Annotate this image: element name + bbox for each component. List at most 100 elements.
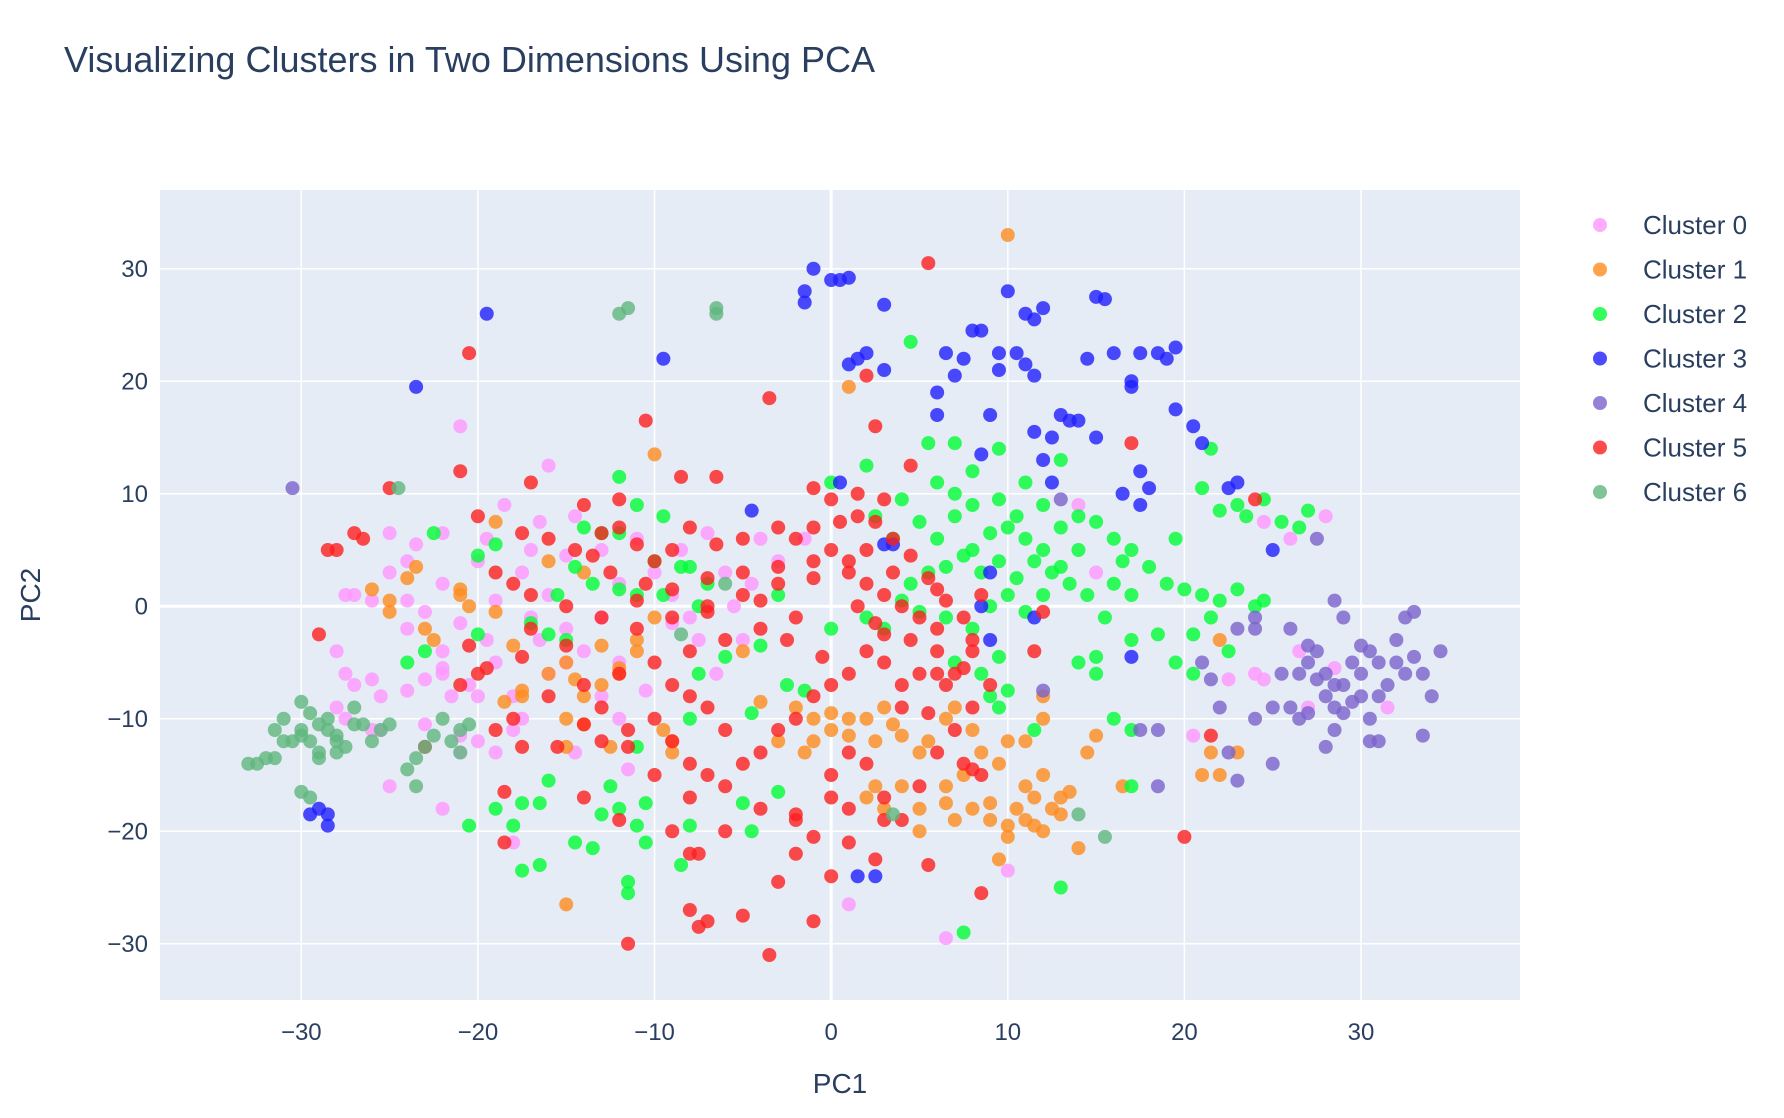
data-point xyxy=(303,807,318,822)
legend-marker xyxy=(1593,440,1607,455)
data-point xyxy=(426,633,441,647)
data-point xyxy=(974,599,989,614)
data-point xyxy=(576,717,591,732)
data-point xyxy=(400,621,415,636)
data-point xyxy=(1212,768,1227,782)
data-point xyxy=(1292,520,1307,535)
legend-marker xyxy=(1593,351,1607,366)
data-point xyxy=(1389,633,1404,647)
data-point xyxy=(1133,464,1148,479)
data-point xyxy=(965,498,980,512)
y-tick-label: 20 xyxy=(121,368,148,395)
data-point xyxy=(435,644,450,659)
data-point xyxy=(1097,829,1112,844)
data-point xyxy=(1133,498,1148,512)
data-point xyxy=(824,678,839,692)
data-point xyxy=(1115,554,1130,569)
legend-item[interactable]: Cluster 6 xyxy=(1593,477,1747,507)
data-point xyxy=(629,644,644,659)
data-point xyxy=(1097,610,1112,625)
data-point xyxy=(541,554,556,569)
data-point xyxy=(568,509,583,524)
data-point xyxy=(859,543,874,557)
data-point xyxy=(894,492,909,507)
data-point xyxy=(1053,807,1068,822)
data-point xyxy=(612,801,627,816)
data-point xyxy=(515,796,530,811)
data-point xyxy=(1186,666,1201,681)
data-point xyxy=(983,689,998,704)
data-point xyxy=(1230,582,1245,597)
series-cluster-2 xyxy=(400,334,1316,940)
legend-item[interactable]: Cluster 1 xyxy=(1593,255,1747,285)
data-point xyxy=(930,531,945,546)
data-point xyxy=(435,666,450,681)
data-point xyxy=(612,492,627,507)
data-point xyxy=(629,633,644,647)
data-point xyxy=(665,745,680,760)
data-point xyxy=(709,666,724,681)
data-point xyxy=(453,419,468,434)
data-point xyxy=(409,537,424,552)
data-point xyxy=(417,621,432,636)
data-point xyxy=(1053,520,1068,535)
data-point xyxy=(824,723,839,737)
data-point xyxy=(294,723,309,737)
data-point xyxy=(983,408,998,422)
data-point xyxy=(771,520,786,535)
data-point xyxy=(912,779,927,794)
data-point xyxy=(930,666,945,681)
data-point xyxy=(647,655,662,670)
legend-item[interactable]: Cluster 2 xyxy=(1593,299,1747,329)
series-cluster-6 xyxy=(241,301,1112,844)
data-point xyxy=(409,379,424,394)
data-point xyxy=(1018,779,1033,794)
data-point xyxy=(983,813,998,827)
data-point xyxy=(1106,346,1121,361)
data-point xyxy=(1106,531,1121,546)
data-point xyxy=(417,717,432,732)
data-point xyxy=(771,576,786,591)
data-point xyxy=(1133,723,1148,737)
data-point xyxy=(1380,700,1395,715)
data-point xyxy=(903,458,918,473)
data-point xyxy=(1018,734,1033,749)
legend-item[interactable]: Cluster 5 xyxy=(1593,433,1747,463)
data-point xyxy=(806,481,821,496)
data-point xyxy=(841,565,856,580)
data-point xyxy=(541,531,556,546)
data-point xyxy=(400,655,415,670)
data-point xyxy=(709,306,724,321)
data-point xyxy=(1000,863,1015,878)
data-point xyxy=(983,633,998,647)
data-point xyxy=(859,756,874,771)
data-point xyxy=(1124,543,1139,557)
data-point xyxy=(780,633,795,647)
data-point xyxy=(1000,683,1015,698)
data-point xyxy=(983,796,998,811)
data-point xyxy=(1124,633,1139,647)
data-point xyxy=(453,582,468,597)
data-point xyxy=(788,531,803,546)
legend-label: Cluster 4 xyxy=(1643,388,1747,418)
data-point xyxy=(1027,368,1042,383)
data-point xyxy=(1265,756,1280,771)
legend-marker xyxy=(1593,218,1607,232)
data-point xyxy=(859,346,874,361)
data-point xyxy=(559,599,574,614)
data-point xyxy=(753,621,768,636)
data-point xyxy=(718,824,733,839)
data-point xyxy=(885,717,900,732)
legend-item[interactable]: Cluster 4 xyxy=(1593,388,1747,418)
data-point xyxy=(497,694,512,709)
data-point xyxy=(1327,723,1342,737)
data-point xyxy=(894,700,909,715)
legend-label: Cluster 6 xyxy=(1643,477,1747,507)
legend-item[interactable]: Cluster 3 xyxy=(1593,344,1747,374)
legend-item[interactable]: Cluster 0 xyxy=(1593,210,1747,240)
data-point xyxy=(506,638,521,653)
data-point xyxy=(1027,644,1042,659)
data-point xyxy=(347,678,362,692)
data-point xyxy=(1027,312,1042,327)
data-point xyxy=(894,678,909,692)
